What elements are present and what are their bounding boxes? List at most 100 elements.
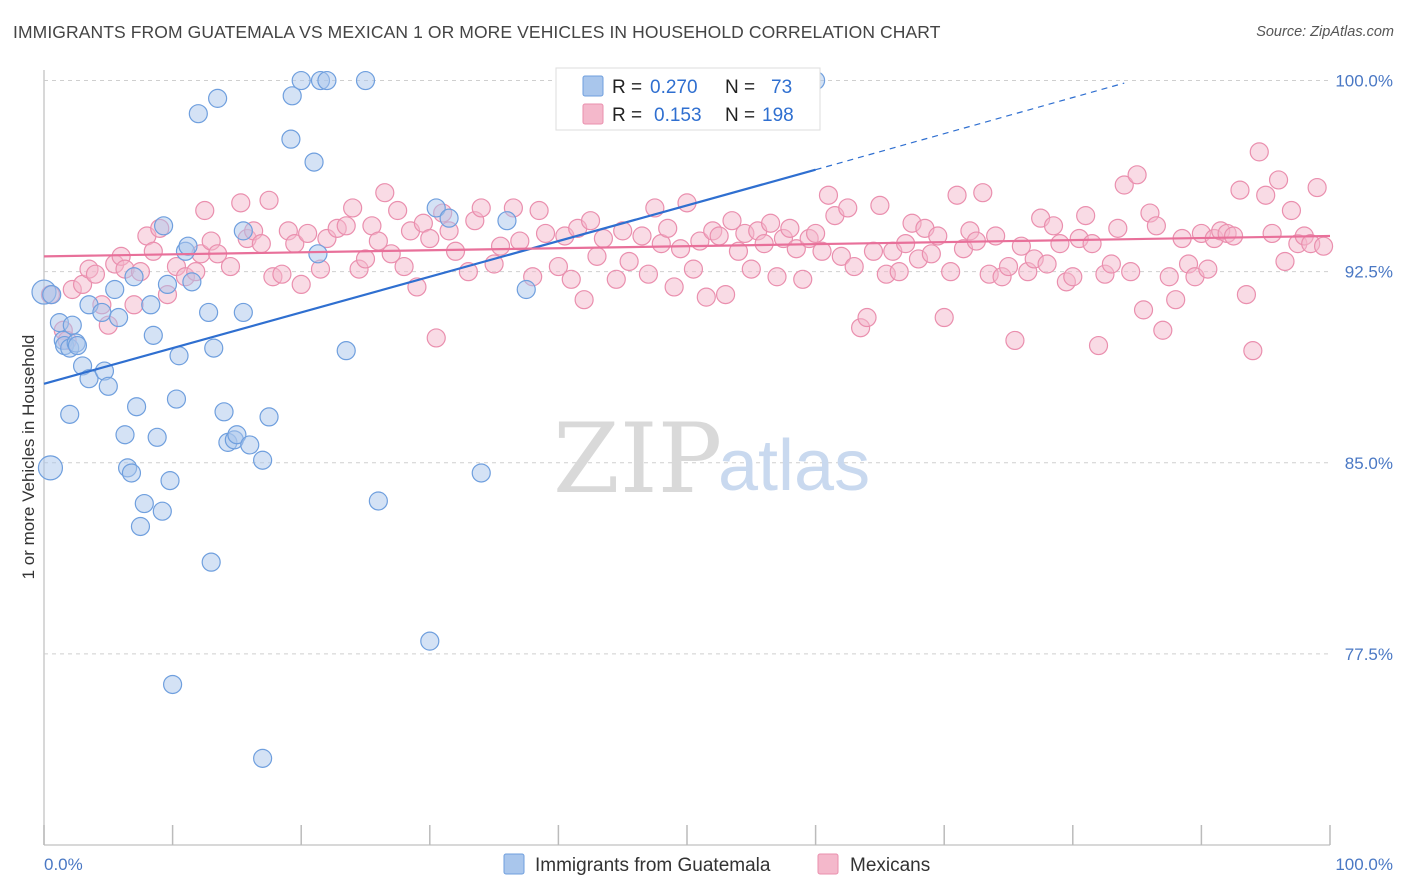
mexicans-point (251, 234, 271, 254)
guatemala-point (304, 152, 324, 172)
guatemala-point (182, 272, 202, 292)
mexicans-point (394, 256, 414, 277)
mexicans-point (889, 262, 909, 282)
mexicans-point (1223, 226, 1244, 246)
mexicans-point (420, 228, 440, 249)
tick-labels: 100.0% 92.5% 85.0% 77.5% 0.0% 100.0% (44, 72, 1393, 874)
guatemala-point (516, 279, 536, 300)
guatemala-point (308, 244, 328, 264)
guatemala-point (368, 491, 388, 511)
mexicans-point (1005, 330, 1025, 351)
guatemala-point (188, 104, 208, 124)
guatemala-point (130, 516, 151, 537)
mexicans-point (805, 223, 826, 244)
guatemala-point (355, 70, 376, 91)
guatemala-point (317, 70, 337, 91)
mexicans-point (143, 241, 163, 261)
source-credit: Source: ZipAtlas.com (1256, 24, 1394, 40)
guatemala-point (201, 552, 221, 572)
guatemala-point (98, 376, 118, 396)
mexicans-point (728, 241, 749, 261)
mexicans-point (593, 228, 614, 249)
guatemala-point (214, 402, 234, 422)
guatemala-point (141, 295, 161, 315)
bottom-legend-label-guatemala: Immigrants from Guatemala (535, 855, 771, 876)
guatemala-point (124, 267, 144, 287)
guatemala-point (233, 302, 253, 323)
mexicans-point (1133, 300, 1154, 320)
mexicans-point (921, 244, 941, 264)
guatemala-point (79, 369, 99, 389)
mexicans-point (548, 256, 569, 277)
x-tick-label: 100.0% (1335, 855, 1393, 874)
mexicans-point (259, 190, 279, 210)
mexicans-point (1268, 170, 1289, 190)
mexicans-point (426, 328, 446, 348)
legend-r-label: R = (612, 105, 642, 126)
mexicans-point (1146, 216, 1166, 236)
mexicans-point (658, 218, 678, 238)
mexicans-point (767, 267, 787, 287)
bottom-legend: Immigrants from Guatemala Mexicans (503, 853, 930, 876)
mexicans-point (535, 223, 556, 244)
mexicans-point (1243, 341, 1263, 361)
mexicans-points (40, 142, 1334, 361)
mexicans-point (947, 185, 967, 205)
y-tick-label: 85.0% (1345, 454, 1393, 473)
mexicans-point (1101, 254, 1121, 274)
guatemala-trend-line (43, 168, 816, 385)
mexicans-point (85, 264, 106, 284)
mexicans-point (298, 223, 318, 244)
guatemala-point (336, 341, 356, 361)
trend-lines (43, 82, 1331, 385)
mexicans-point (1050, 234, 1070, 254)
mexicans-point (1236, 284, 1257, 305)
mexicans-point (1159, 267, 1179, 287)
guatemala-point (497, 211, 517, 231)
mexicans-point (1307, 177, 1327, 198)
mexicans-point (613, 221, 633, 241)
mexicans-point (272, 264, 292, 284)
mexicans-point (664, 277, 684, 297)
guatemala-point (208, 88, 228, 108)
mexicans-point (831, 246, 851, 266)
legend-r-value: 0.270 (650, 77, 698, 98)
guatemala-point (67, 335, 88, 356)
mexicans-point (1166, 290, 1186, 310)
guatemala-point (233, 221, 253, 241)
watermark-zip: ZIP (553, 403, 722, 515)
mexicans-point (857, 307, 877, 328)
legend-n-value: 73 (771, 77, 792, 98)
mexicans-point (587, 246, 607, 266)
mexicans-point (934, 307, 954, 328)
mexicans-point (741, 259, 761, 279)
mexicans-point (1262, 223, 1282, 244)
mexicans-point (1114, 175, 1134, 195)
mexicans-point (709, 226, 729, 246)
mexicans-point (619, 251, 639, 272)
mexicans-point (670, 239, 691, 259)
mexicans-point (580, 211, 601, 231)
guatemala-point (115, 425, 135, 445)
mexicans-point (683, 259, 704, 279)
guatemala-point (282, 86, 302, 106)
mexicans-point (124, 295, 144, 315)
guatemala-point (471, 463, 491, 483)
mexicans-point (510, 231, 530, 251)
mexicans-trend-line (43, 234, 1331, 258)
guatemala-point (121, 463, 142, 483)
mexicans-point (388, 200, 408, 221)
mexicans-point (561, 269, 581, 289)
mexicans-point (818, 185, 839, 205)
guatemala-point (153, 216, 174, 236)
mexicans-point (941, 262, 961, 282)
guatemala-point (253, 450, 273, 470)
guatemala-point (147, 427, 167, 447)
guatemala-point (281, 129, 301, 149)
mexicans-point (471, 198, 491, 218)
mexicans-point (754, 234, 774, 254)
guatemala-point (92, 302, 112, 323)
guatemala-point (227, 425, 247, 445)
mexicans-point (445, 241, 466, 261)
mexicans-point (1037, 254, 1057, 274)
